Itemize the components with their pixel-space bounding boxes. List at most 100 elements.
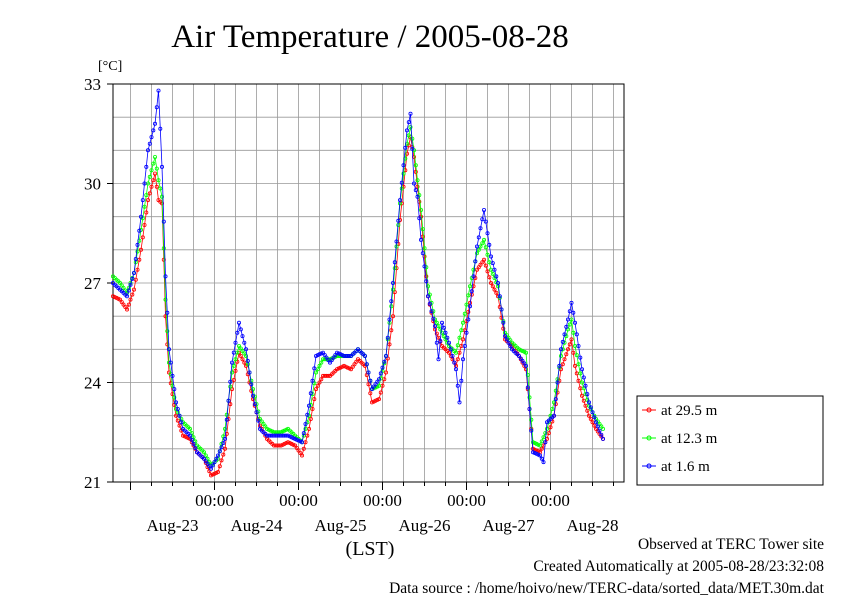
data-point bbox=[177, 423, 182, 428]
data-point bbox=[394, 239, 399, 244]
data-point bbox=[118, 297, 123, 302]
x-tick-time-label: 00:00 bbox=[363, 491, 402, 510]
data-point bbox=[373, 382, 378, 387]
data-point bbox=[562, 332, 567, 337]
data-point bbox=[508, 343, 513, 348]
data-point bbox=[165, 310, 170, 315]
data-point bbox=[376, 397, 381, 402]
y-tick-label: 33 bbox=[84, 75, 101, 94]
data-point bbox=[467, 284, 472, 289]
data-point bbox=[592, 415, 597, 420]
data-point bbox=[425, 294, 430, 299]
data-point bbox=[581, 398, 586, 403]
data-point bbox=[299, 453, 304, 458]
data-point bbox=[189, 437, 194, 442]
data-point bbox=[385, 356, 390, 361]
data-point bbox=[439, 320, 444, 325]
data-point bbox=[529, 417, 534, 422]
data-point bbox=[471, 267, 476, 272]
data-point bbox=[187, 426, 192, 431]
data-point bbox=[436, 357, 441, 362]
data-point bbox=[524, 363, 529, 368]
data-point bbox=[308, 416, 313, 421]
data-point bbox=[319, 360, 324, 365]
data-point bbox=[236, 320, 241, 325]
data-point bbox=[292, 443, 297, 448]
data-point bbox=[560, 339, 565, 344]
x-tick-date-label: Aug-23 bbox=[147, 516, 199, 535]
data-point bbox=[457, 335, 462, 340]
data-point bbox=[310, 378, 315, 383]
data-point bbox=[501, 320, 506, 325]
data-point bbox=[317, 363, 322, 368]
data-point bbox=[480, 241, 485, 246]
data-point bbox=[422, 264, 427, 269]
data-point bbox=[466, 317, 471, 322]
data-point bbox=[541, 460, 546, 465]
grid bbox=[113, 84, 624, 482]
x-tick-date-label: Aug-24 bbox=[231, 516, 283, 535]
data-point bbox=[158, 126, 163, 131]
data-point bbox=[130, 276, 135, 281]
data-point bbox=[229, 370, 234, 375]
data-point bbox=[201, 450, 206, 455]
data-point bbox=[222, 446, 227, 451]
data-point bbox=[187, 433, 192, 438]
data-point bbox=[301, 431, 306, 436]
data-point bbox=[140, 235, 145, 240]
data-point bbox=[161, 246, 166, 251]
data-point bbox=[152, 171, 157, 176]
data-point bbox=[483, 263, 488, 268]
data-point bbox=[581, 375, 586, 380]
data-point bbox=[151, 128, 156, 133]
data-point bbox=[469, 289, 474, 294]
data-point bbox=[576, 378, 581, 383]
data-point bbox=[576, 343, 581, 348]
data-point bbox=[403, 145, 408, 150]
data-point bbox=[585, 392, 590, 397]
data-point bbox=[378, 390, 383, 395]
data-point bbox=[408, 111, 413, 116]
data-point bbox=[147, 191, 152, 196]
data-point bbox=[250, 393, 255, 398]
data-point bbox=[487, 260, 492, 265]
x-tick-time-label: 00:00 bbox=[447, 491, 486, 510]
data-point bbox=[135, 242, 140, 247]
data-point bbox=[564, 352, 569, 357]
data-point bbox=[520, 358, 525, 363]
data-point bbox=[217, 449, 222, 454]
data-point bbox=[425, 284, 430, 289]
data-point bbox=[250, 387, 255, 392]
data-point bbox=[217, 464, 222, 469]
data-point bbox=[580, 367, 585, 372]
data-point bbox=[156, 178, 161, 183]
data-point bbox=[552, 413, 557, 418]
data-point bbox=[389, 328, 394, 333]
data-point bbox=[126, 302, 131, 307]
data-point bbox=[481, 257, 486, 262]
data-point bbox=[524, 350, 529, 355]
data-point bbox=[399, 180, 404, 185]
data-point bbox=[474, 251, 479, 256]
data-point bbox=[376, 377, 381, 382]
data-point bbox=[406, 120, 411, 125]
data-point bbox=[422, 246, 427, 251]
data-point bbox=[587, 400, 592, 405]
data-point bbox=[163, 274, 168, 279]
data-point bbox=[541, 435, 546, 440]
data-point bbox=[233, 340, 238, 345]
data-point bbox=[502, 334, 507, 339]
data-point bbox=[434, 331, 439, 336]
data-point bbox=[138, 247, 143, 252]
data-point bbox=[214, 456, 219, 461]
data-point bbox=[203, 453, 208, 458]
data-point bbox=[460, 337, 465, 342]
data-point bbox=[189, 431, 194, 436]
data-point bbox=[168, 360, 173, 365]
data-point bbox=[415, 184, 420, 189]
data-point bbox=[296, 448, 301, 453]
y-tick-label: 21 bbox=[84, 473, 101, 492]
data-point bbox=[172, 395, 177, 400]
data-point bbox=[170, 373, 175, 378]
data-point bbox=[378, 371, 383, 376]
